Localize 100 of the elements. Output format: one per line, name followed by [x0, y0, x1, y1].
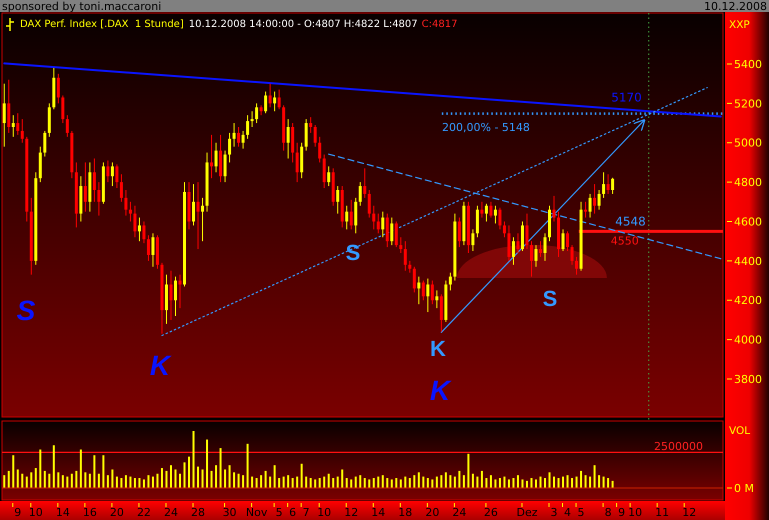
candlestick: [350, 199, 353, 230]
candlestick: [61, 94, 64, 124]
candlestick: [363, 168, 366, 198]
annotation: S: [16, 295, 36, 326]
x-tick-label: 11: [655, 506, 670, 519]
candlestick: [278, 89, 281, 110]
bar: [526, 480, 528, 488]
bar: [418, 472, 420, 488]
candlestick: [394, 220, 398, 248]
candlestick: [372, 205, 376, 230]
bar: [260, 475, 262, 488]
candlestick: [381, 211, 384, 238]
candlestick: [525, 213, 528, 250]
candlestick: [368, 189, 371, 218]
bar: [558, 478, 560, 488]
bar: [323, 476, 326, 488]
x-tick-label: 3: [550, 506, 558, 519]
x-tick-label: 9: [618, 506, 626, 519]
candlestick: [322, 154, 326, 189]
bar: [382, 475, 384, 488]
annotation: 2500000: [654, 440, 703, 453]
bar: [242, 475, 244, 488]
x-tick-label: Dez: [516, 506, 538, 519]
candlestick: [264, 91, 268, 114]
annotation: 200,00% - 5148: [442, 121, 530, 134]
bar: [426, 478, 429, 488]
bar: [534, 479, 537, 488]
candlestick: [412, 266, 416, 293]
candlestick: [246, 114, 250, 140]
y-tick-label: 4200: [734, 294, 762, 308]
x-tick-label: 7: [302, 506, 310, 519]
text: XXP: [729, 19, 750, 31]
bar: [93, 455, 96, 488]
bar: [220, 448, 222, 488]
bar: [539, 476, 542, 488]
bar: [30, 472, 32, 488]
bar: [174, 469, 176, 488]
x-tick-label: 10: [28, 506, 43, 519]
bar: [346, 478, 348, 488]
y-axis-title: VOL: [729, 425, 750, 437]
bar: [436, 476, 438, 488]
x-tick-label: 28: [191, 506, 206, 519]
x-tick-label: 18: [398, 506, 412, 519]
bar: [607, 478, 610, 488]
candlestick: [237, 126, 240, 148]
candlestick: [92, 158, 96, 202]
candlestick: [570, 244, 574, 266]
candlestick: [318, 136, 322, 163]
candlestick: [255, 102, 258, 124]
candlestick: [598, 189, 601, 210]
bar: [516, 475, 519, 488]
bar: [332, 478, 334, 488]
candlestick: [426, 278, 430, 313]
candlestick: [507, 224, 510, 262]
text: DAX Perf. Index [.DAX 1 Stunde]: [20, 19, 184, 30]
bar: [292, 478, 294, 488]
annotation: C:4817: [422, 19, 458, 30]
bar: [120, 478, 122, 488]
x-tick-label: 5: [578, 506, 585, 519]
bar: [282, 476, 285, 488]
candlestick: [242, 130, 245, 150]
bar: [328, 474, 330, 488]
x-tick-label: 20: [425, 506, 440, 519]
bar: [480, 470, 483, 488]
candlestick: [309, 116, 312, 134]
candlestick: [12, 114, 15, 138]
x-tick-label: 9: [14, 506, 22, 519]
candlestick: [358, 182, 362, 206]
bar: [238, 474, 240, 488]
y-tick-label: 4800: [734, 176, 762, 190]
candlestick: [502, 220, 506, 238]
bar: [576, 476, 578, 488]
bar: [98, 474, 100, 488]
bar: [116, 476, 118, 488]
bar: [102, 455, 104, 488]
candlestick: [386, 213, 389, 248]
candlestick: [214, 142, 218, 173]
bar: [184, 462, 186, 488]
bar: [287, 475, 290, 488]
bar: [598, 475, 600, 488]
bar: [264, 470, 267, 488]
bar: [341, 469, 344, 488]
bar: [521, 479, 524, 488]
bar: [160, 468, 163, 488]
candlestick: [520, 220, 524, 252]
candlestick: [471, 228, 474, 252]
annotation: 10.12.2008: [704, 0, 767, 13]
bar: [589, 476, 592, 488]
bar: [206, 440, 208, 488]
y-tick-label: 5400: [734, 58, 762, 71]
candlestick: [304, 118, 308, 152]
candlestick: [273, 91, 276, 112]
candlestick: [376, 213, 380, 234]
bar: [44, 470, 46, 488]
candlestick: [530, 240, 533, 278]
candlestick: [538, 240, 542, 258]
candlestick: [7, 79, 10, 134]
bar: [485, 478, 488, 488]
candlestick: [128, 201, 132, 222]
bar: [165, 470, 168, 488]
